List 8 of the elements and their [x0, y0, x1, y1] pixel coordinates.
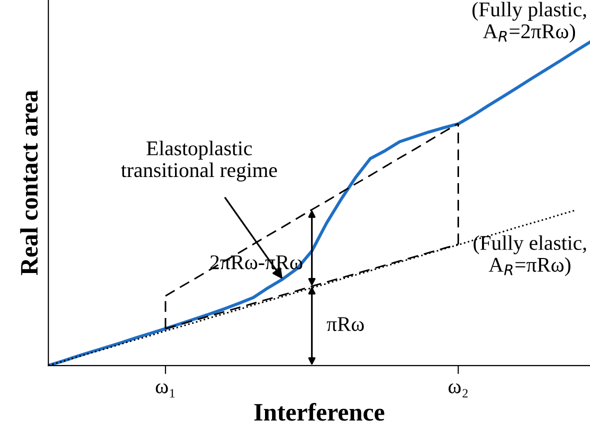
- annotation: (Fully elastic, A$_{R}$=πRω): [474, 235, 586, 276]
- x-axis-title: Interference: [254, 402, 384, 421]
- annotation: Elastoplastic transitional regime: [121, 140, 277, 182]
- x-tick-label: ω₂: [448, 383, 468, 398]
- y-axis-title: Real contact area: [20, 90, 38, 276]
- annotation: πRω: [326, 317, 364, 332]
- x-tick-label: ω₁: [156, 383, 175, 398]
- annotation: (Fully plastic, A$_{R}$=2πRω): [472, 2, 586, 43]
